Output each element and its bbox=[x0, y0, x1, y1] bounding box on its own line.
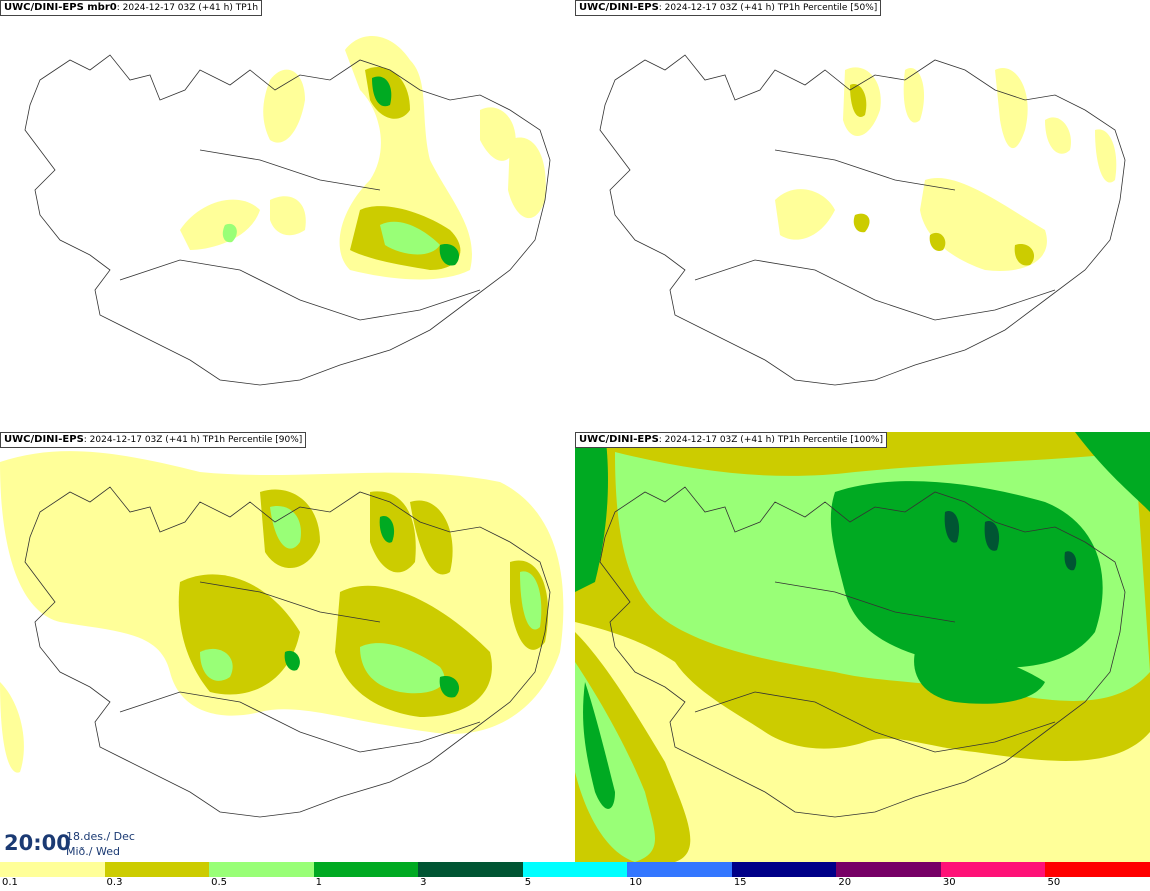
colorbar-tick-label: 20 bbox=[838, 877, 852, 888]
panel-title: UWC/DINI-EPS: 2024-12-17 03Z (+41 h) TP1… bbox=[575, 0, 882, 16]
product-name: TP1h bbox=[235, 3, 259, 13]
precip-field bbox=[575, 432, 1150, 862]
colorbar-tick-label: 30 bbox=[942, 877, 956, 888]
colorbar-segment bbox=[1045, 862, 1150, 877]
product-name: TP1h Percentile [90%] bbox=[202, 435, 303, 445]
model-name: UWC/DINI-EPS bbox=[4, 434, 84, 445]
model-name: UWC/DINI-EPS bbox=[579, 2, 659, 13]
colorbar-tick-label: 3 bbox=[420, 877, 427, 888]
valid-time: 20:00 bbox=[4, 831, 71, 855]
run-meta: : 2024-12-17 03Z (+41 h) bbox=[116, 3, 233, 13]
precip-map bbox=[599, 54, 1126, 386]
run-meta: : 2024-12-17 03Z (+41 h) bbox=[658, 435, 775, 445]
coastline bbox=[599, 486, 1126, 818]
precip-map bbox=[575, 432, 1150, 862]
colorbar-segment bbox=[104, 862, 210, 877]
precip-map bbox=[24, 36, 551, 386]
panel-title: UWC/DINI-EPS: 2024-12-17 03Z (+41 h) TP1… bbox=[575, 432, 887, 448]
colorbar-segment bbox=[627, 862, 732, 877]
product-name: TP1h Percentile [50%] bbox=[777, 3, 878, 13]
precip-colorbar bbox=[0, 862, 1150, 877]
valid-time-box: 20:00 18.des./ Dec Mið./ Wed bbox=[0, 825, 138, 862]
product-name: TP1h Percentile [100%] bbox=[777, 435, 883, 445]
colorbar-tick-label: 0.3 bbox=[106, 877, 123, 888]
precip-field bbox=[775, 67, 1117, 271]
colorbar-tick-label: 10 bbox=[629, 877, 642, 888]
colorbar-segment bbox=[940, 862, 1046, 877]
map-panel-p50: UWC/DINI-EPS: 2024-12-17 03Z (+41 h) TP1… bbox=[575, 0, 1150, 430]
panel-title: UWC/DINI-EPS: 2024-12-17 03Z (+41 h) TP1… bbox=[0, 432, 307, 448]
colorbar-labels: 0.1 0.3 0.5 1 3 5 10 15 20 30 50 bbox=[0, 877, 1150, 891]
colorbar-segment bbox=[731, 862, 837, 877]
colorbar-segment bbox=[313, 862, 419, 877]
run-meta: : 2024-12-17 03Z (+41 h) bbox=[658, 3, 775, 13]
map-panel-mbr0: UWC/DINI-EPS mbr0: 2024-12-17 03Z (+41 h… bbox=[0, 0, 573, 430]
coastline bbox=[24, 486, 551, 818]
precip-field bbox=[0, 451, 564, 773]
colorbar-tick-label: 1 bbox=[315, 877, 322, 888]
precip-map bbox=[0, 451, 564, 818]
colorbar-tick-label: 0.1 bbox=[2, 877, 18, 888]
colorbar-segment bbox=[209, 862, 314, 877]
colorbar-segment bbox=[522, 862, 628, 877]
run-meta: : 2024-12-17 03Z (+41 h) bbox=[83, 435, 200, 445]
colorbar-tick-label: 50 bbox=[1047, 877, 1061, 888]
colorbar-tick-label: 5 bbox=[524, 877, 532, 888]
coastline bbox=[599, 54, 1126, 386]
model-name: UWC/DINI-EPS bbox=[579, 434, 659, 445]
coastline bbox=[24, 54, 551, 386]
colorbar-segment bbox=[836, 862, 941, 877]
valid-day: Mið./ Wed bbox=[66, 845, 120, 858]
map-panel-p100: UWC/DINI-EPS: 2024-12-17 03Z (+41 h) TP1… bbox=[575, 432, 1150, 862]
colorbar-tick-label: 0.5 bbox=[211, 877, 227, 888]
map-panel-p90: UWC/DINI-EPS: 2024-12-17 03Z (+41 h) TP1… bbox=[0, 432, 573, 862]
colorbar-segment bbox=[418, 862, 523, 877]
valid-date: 18.des./ Dec bbox=[66, 830, 135, 843]
colorbar-segment bbox=[0, 862, 105, 877]
precip-field bbox=[180, 36, 546, 280]
colorbar-tick-label: 15 bbox=[733, 877, 747, 888]
panel-title: UWC/DINI-EPS mbr0: 2024-12-17 03Z (+41 h… bbox=[0, 0, 263, 16]
model-name: UWC/DINI-EPS mbr0 bbox=[4, 2, 117, 13]
